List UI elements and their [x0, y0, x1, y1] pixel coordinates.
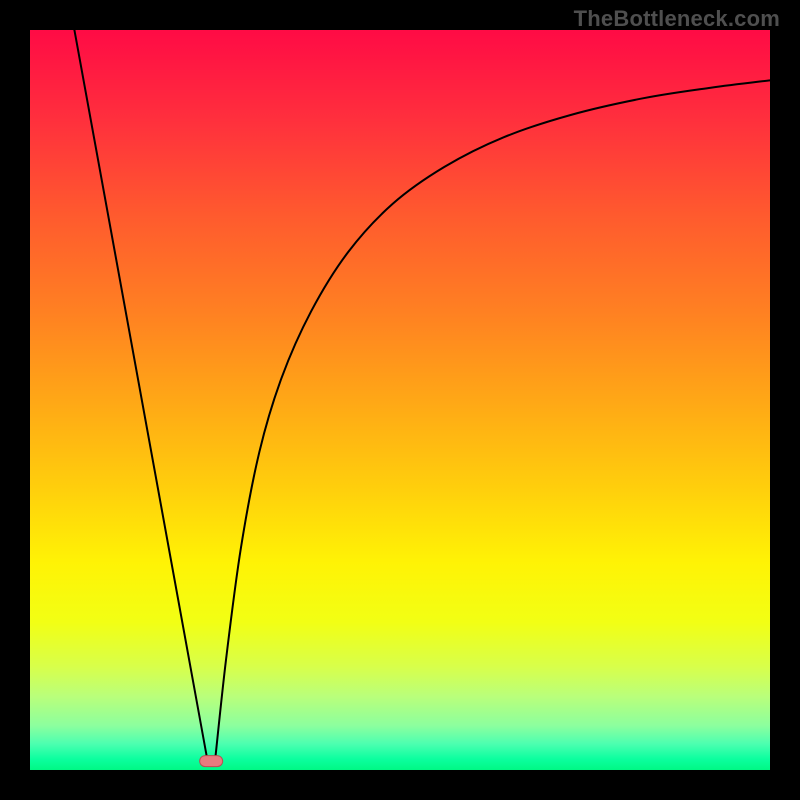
apex-marker	[199, 755, 223, 767]
watermark-text: TheBottleneck.com	[574, 6, 780, 32]
chart-frame: TheBottleneck.com	[0, 0, 800, 800]
plot-area	[30, 30, 770, 770]
curve-svg	[30, 30, 770, 770]
